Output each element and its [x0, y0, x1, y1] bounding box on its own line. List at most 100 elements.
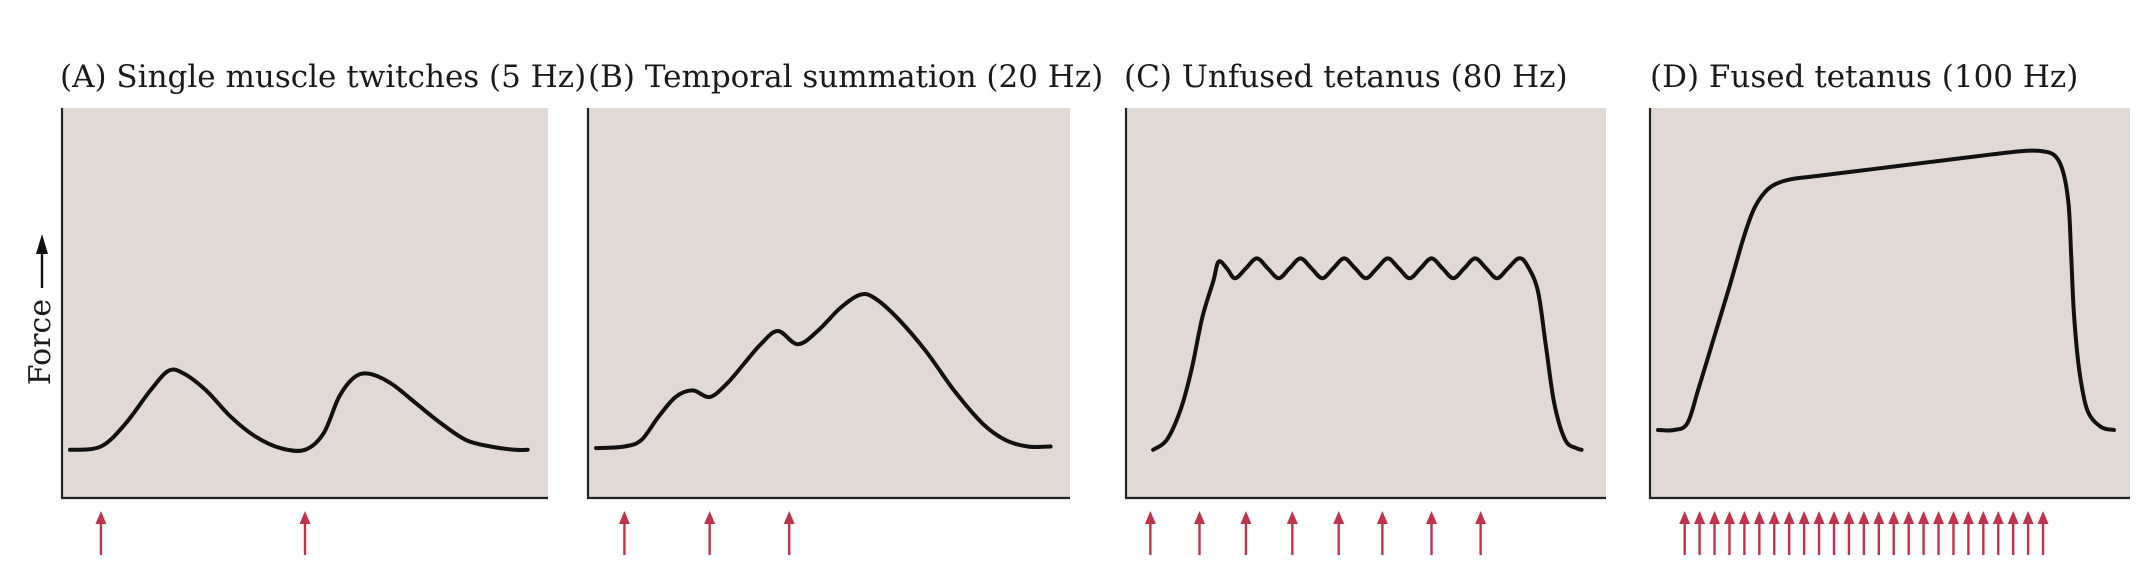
panel-b: (B) Temporal summation (20 Hz): [586, 59, 1103, 555]
panel-d-stimulus-arrow: [1918, 511, 1930, 555]
panel-d-stimulus-arrow: [1888, 511, 1900, 555]
stimulus-arrow-head: [1947, 511, 1959, 524]
panel-d-stimulus-arrow: [1813, 511, 1825, 555]
panel-c-stimulus-arrow: [1376, 511, 1388, 555]
panel-d-stimulus-arrow: [2007, 511, 2019, 555]
panel-b-stimulus-arrow: [704, 511, 716, 555]
stimulus-arrow-head: [1709, 511, 1721, 524]
panel-c: (C) Unfused tetanus (80 Hz): [1124, 59, 1606, 555]
panel-d-force-trace: [1656, 148, 2116, 433]
panel-a-title: (A) Single muscle twitches (5 Hz): [60, 59, 586, 95]
panel-d-stimulus-arrow: [1843, 511, 1855, 555]
panel-d-stimulus-arrow: [1798, 511, 1810, 555]
stimulus-arrow-head: [1426, 511, 1438, 524]
stimulus-arrow-head: [1873, 511, 1885, 524]
panel-d-axes: [1648, 108, 2130, 500]
stimulus-arrow-head: [1933, 511, 1945, 524]
panel-d-stimulus-arrow: [1977, 511, 1989, 555]
panel-d-stimulus-arrow: [1694, 511, 1706, 555]
panel-d-stimulus-arrow: [1992, 511, 2004, 555]
panel-a-stimulus-arrow: [95, 511, 107, 555]
stimulus-arrow-head: [1918, 511, 1930, 524]
stimulus-arrow-head: [783, 511, 795, 524]
panel-c-stimulus-arrow: [1240, 511, 1252, 555]
stimulus-arrow-head: [1828, 511, 1840, 524]
stimulus-arrow-head: [299, 511, 311, 524]
stimulus-arrow-head: [1903, 511, 1915, 524]
stimulus-arrow-head: [1783, 511, 1795, 524]
stimulus-arrow-head: [2007, 511, 2019, 524]
stimulus-arrow-head: [1843, 511, 1855, 524]
stimulus-arrow-head: [1333, 511, 1345, 524]
stimulus-arrow-head: [1977, 511, 1989, 524]
stimulus-arrow-head: [618, 511, 630, 524]
panel-d-stimulus-arrow: [1828, 511, 1840, 555]
y-axis-arrow-head: [36, 234, 48, 254]
panel-a-force-trace: [68, 367, 530, 453]
stimulus-arrow-head: [1723, 511, 1735, 524]
panel-d-stimulus-arrow: [1873, 511, 1885, 555]
panel-d-stimulus-arrow: [1723, 511, 1735, 555]
panel-b-stimulus-arrow: [618, 511, 630, 555]
panel-b-stimulus-arrow: [783, 511, 795, 555]
panel-a-plot-area: [62, 108, 548, 498]
panel-b-axes: [586, 108, 1070, 500]
panel-d-plot-area: [1650, 108, 2130, 498]
panel-a-axes: [60, 108, 548, 500]
panel-d-stimulus-arrow: [1753, 511, 1765, 555]
stimulus-arrow-head: [1738, 511, 1750, 524]
panel-d-stimulus-arrow: [1962, 511, 1974, 555]
panel-d-stimulus-arrow: [1933, 511, 1945, 555]
panel-c-stimulus-arrow: [1144, 511, 1156, 555]
panel-c-axes: [1124, 108, 1606, 500]
panel-d-stimulus-arrow: [1709, 511, 1721, 555]
stimulus-arrow-head: [1144, 511, 1156, 524]
panel-d-stimulus-arrow: [2022, 511, 2034, 555]
stimulus-arrow-head: [1240, 511, 1252, 524]
panel-d-stimulus-arrow: [1768, 511, 1780, 555]
stimulus-arrow-head: [1694, 511, 1706, 524]
panel-d-stimulus-arrow: [1947, 511, 1959, 555]
panel-a-stimulus-arrow: [299, 511, 311, 555]
panel-c-stimulus-arrow: [1286, 511, 1298, 555]
panel-c-title: (C) Unfused tetanus (80 Hz): [1124, 59, 1568, 95]
panel-d: (D) Fused tetanus (100 Hz): [1648, 59, 2130, 555]
panel-c-stimulus-arrow: [1333, 511, 1345, 555]
panel-d-title: (D) Fused tetanus (100 Hz): [1650, 59, 2078, 95]
stimulus-arrow-head: [1475, 511, 1487, 524]
stimulus-arrow-head: [2037, 511, 2049, 524]
stimulus-arrow-head: [1962, 511, 1974, 524]
stimulus-arrow-head: [1194, 511, 1206, 524]
panel-d-stimulus-arrow: [1738, 511, 1750, 555]
stimulus-arrow-head: [1813, 511, 1825, 524]
stimulus-arrow-head: [1753, 511, 1765, 524]
panel-c-stimulus-arrow: [1194, 511, 1206, 555]
stimulus-arrow-head: [1798, 511, 1810, 524]
stimulus-arrow-head: [95, 511, 107, 524]
panel-c-force-trace: [1151, 256, 1584, 452]
stimulus-arrow-head: [704, 511, 716, 524]
panel-b-title: (B) Temporal summation (20 Hz): [588, 59, 1103, 95]
stimulus-arrow-head: [1768, 511, 1780, 524]
panel-c-plot-area: [1126, 108, 1606, 498]
stimulus-arrow-head: [1376, 511, 1388, 524]
stimulus-arrow-head: [1679, 511, 1691, 524]
stimulus-arrow-head: [1992, 511, 2004, 524]
stimulus-arrow-head: [1858, 511, 1870, 524]
panel-b-force-trace: [594, 291, 1053, 451]
panel-d-stimulus-arrow: [1903, 511, 1915, 555]
panel-a: (A) Single muscle twitches (5 Hz): [60, 59, 586, 555]
panels: (A) Single muscle twitches (5 Hz) (B) Tem…: [60, 59, 2130, 555]
panel-d-stimulus-arrow: [1679, 511, 1691, 555]
stimulus-arrow-head: [1286, 511, 1298, 524]
panel-d-stimulus-arrow: [1783, 511, 1795, 555]
y-axis-label: Force: [23, 299, 58, 385]
panel-b-plot-area: [588, 108, 1070, 498]
y-axis-label-group: Force: [23, 234, 58, 385]
panel-c-stimulus-arrow: [1426, 511, 1438, 555]
panel-d-stimulus-arrow: [1858, 511, 1870, 555]
panel-c-stimulus-arrow: [1475, 511, 1487, 555]
panel-d-stimulus-arrow: [2037, 511, 2049, 555]
stimulus-arrow-head: [2022, 511, 2034, 524]
